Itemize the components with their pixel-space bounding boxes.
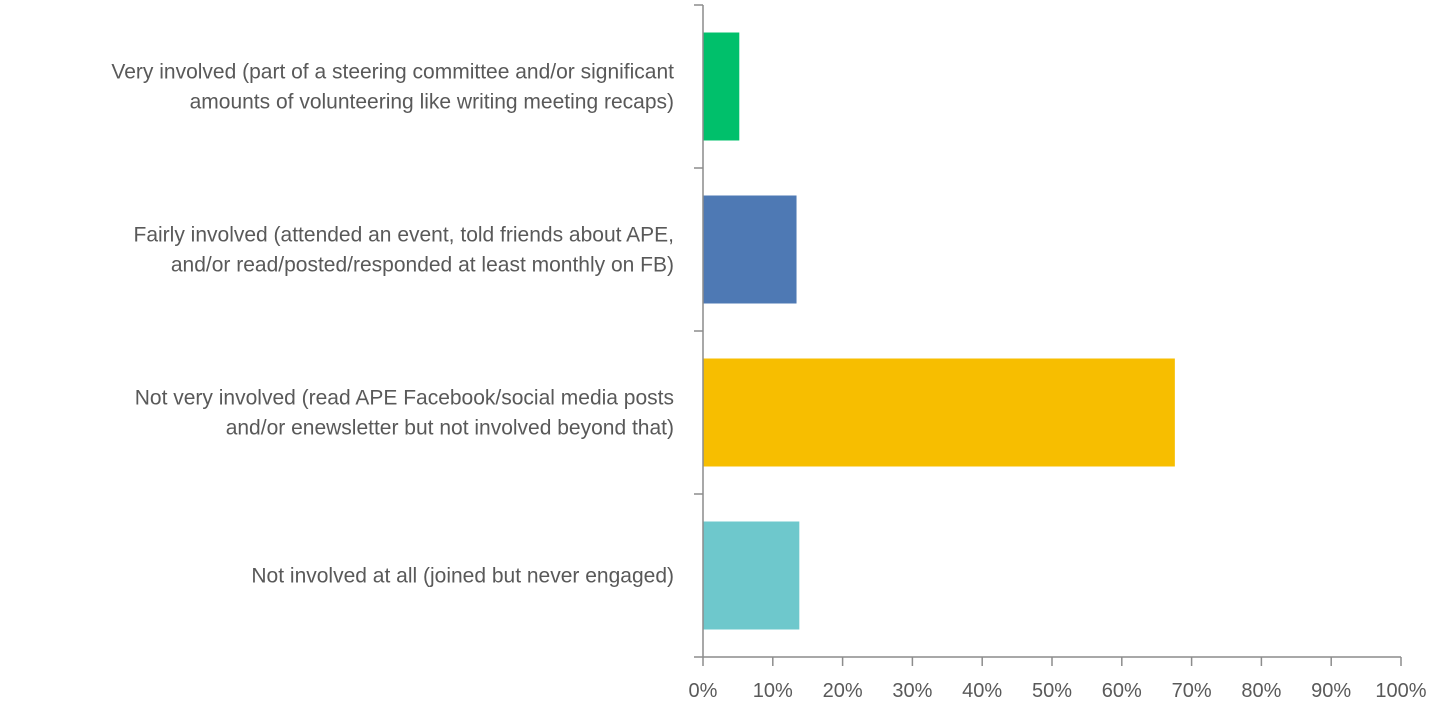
- x-tick-label-4: 40%: [962, 680, 1002, 702]
- bar-2: [703, 358, 1175, 467]
- category-label-2-line-0: Not very involved (read APE Facebook/soc…: [135, 387, 674, 410]
- x-tick-label-9: 90%: [1311, 680, 1351, 702]
- category-label-1-line-1: and/or read/posted/responded at least mo…: [171, 254, 674, 277]
- category-labels: Very involved (part of a steering commit…: [111, 61, 674, 588]
- category-label-2-line-1: and/or enewsletter but not involved beyo…: [226, 417, 674, 440]
- category-label-3-line-0: Not involved at all (joined but never en…: [251, 565, 674, 588]
- x-tick-label-1: 10%: [753, 680, 793, 702]
- category-label-3: Not involved at all (joined but never en…: [251, 565, 674, 588]
- x-tick-label-8: 80%: [1241, 680, 1281, 702]
- x-tick-labels: 0% 10% 20% 30% 40% 50% 60% 70% 80% 90% 100%: [689, 680, 1427, 702]
- x-tick-label-6: 60%: [1102, 680, 1142, 702]
- bar-0: [703, 32, 740, 141]
- bars-group: [703, 32, 1175, 630]
- bar-1: [703, 195, 797, 304]
- x-tick-label-2: 20%: [823, 680, 863, 702]
- x-tick-label-0: 0%: [689, 680, 718, 702]
- category-label-0: Very involved (part of a steering commit…: [111, 61, 674, 114]
- category-label-1-line-0: Fairly involved (attended an event, told…: [134, 224, 675, 247]
- x-tick-label-10: 100%: [1375, 680, 1426, 702]
- category-label-0-line-0: Very involved (part of a steering commit…: [111, 61, 674, 84]
- category-label-1: Fairly involved (attended an event, told…: [134, 224, 675, 277]
- x-tick-label-3: 30%: [892, 680, 932, 702]
- bar-3: [703, 521, 800, 630]
- axes-group: [694, 4, 1402, 666]
- x-tick-label-5: 50%: [1032, 680, 1072, 702]
- category-label-0-line-1: amounts of volunteering like writing mee…: [190, 91, 674, 114]
- x-tick-label-7: 70%: [1172, 680, 1212, 702]
- category-label-2: Not very involved (read APE Facebook/soc…: [135, 387, 674, 440]
